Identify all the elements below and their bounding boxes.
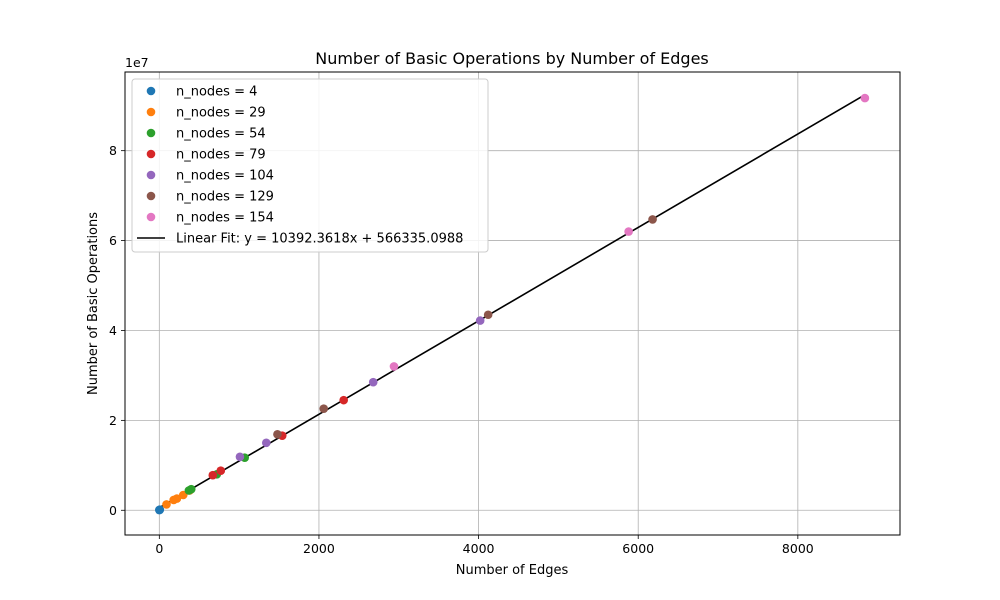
y-tick-label: 8 xyxy=(109,143,117,158)
legend-label: n_nodes = 29 xyxy=(176,106,266,121)
data-point xyxy=(155,505,165,515)
legend-label: n_nodes = 154 xyxy=(176,211,274,226)
data-point xyxy=(339,395,348,405)
data-point xyxy=(186,484,196,494)
plot-frame xyxy=(124,71,901,536)
data-point xyxy=(475,316,485,325)
y-axis-label: Number of Basic Operations xyxy=(86,212,101,395)
data-point xyxy=(483,310,493,320)
y-axis-ticks: 0 2 4 6 8 xyxy=(109,143,125,518)
x-axis-ticks: 0 2000 4000 6000 8000 xyxy=(155,535,814,556)
data-point xyxy=(162,500,171,509)
x-tick-label: 0 xyxy=(155,541,163,556)
data-point xyxy=(624,227,633,236)
x-tick-label: 6000 xyxy=(622,541,654,556)
legend-marker xyxy=(146,107,156,117)
legend-label: n_nodes = 54 xyxy=(176,127,266,142)
data-points xyxy=(155,93,870,515)
data-point xyxy=(319,404,329,413)
legend-label: Linear Fit: y = 10392.3618x + 566335.098… xyxy=(176,232,463,247)
fit-line xyxy=(158,94,866,509)
y-tick-label: 0 xyxy=(109,503,117,518)
legend-box xyxy=(131,78,489,253)
legend-label: n_nodes = 129 xyxy=(176,190,274,205)
chart-title: Number of Basic Operations by Number of … xyxy=(315,49,709,68)
data-point xyxy=(216,466,226,476)
legend: n_nodes = 4 n_nodes = 29 n_nodes = 54 n_nod… xyxy=(131,78,489,253)
x-tick-label: 8000 xyxy=(782,541,814,556)
x-axis-label: Number of Edges xyxy=(456,563,569,578)
y-tick-label: 6 xyxy=(109,233,117,248)
legend-marker xyxy=(146,86,156,96)
legend-marker xyxy=(146,212,156,222)
legend-label: n_nodes = 4 xyxy=(176,85,257,100)
x-tick-label: 4000 xyxy=(463,541,495,556)
y-tick-label: 4 xyxy=(109,323,117,338)
legend-marker xyxy=(146,191,156,201)
legend-label: n_nodes = 104 xyxy=(176,169,274,184)
data-point xyxy=(172,494,182,503)
legend-label: n_nodes = 79 xyxy=(176,148,266,163)
data-point xyxy=(860,93,870,103)
legend-marker xyxy=(146,149,156,159)
data-point xyxy=(235,452,245,462)
x-tick-label: 2000 xyxy=(303,541,335,556)
data-point xyxy=(273,430,282,439)
data-point xyxy=(261,438,271,448)
y-tick-label: 2 xyxy=(109,413,117,428)
data-point xyxy=(208,470,218,480)
fit-line-layer xyxy=(158,94,866,509)
data-point xyxy=(389,362,399,371)
legend-marker xyxy=(146,170,156,180)
legend-marker xyxy=(146,128,156,138)
data-point xyxy=(368,377,378,387)
y-axis-offset-label: 1e7 xyxy=(125,55,149,70)
data-point xyxy=(648,215,657,224)
